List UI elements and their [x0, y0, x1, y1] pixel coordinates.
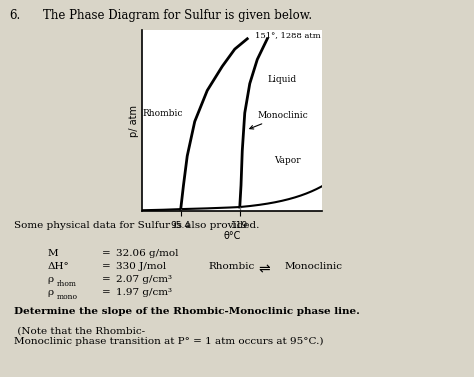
Text: Liquid: Liquid — [268, 75, 297, 84]
Text: (Note that the Rhombic-
Monoclinic phase transition at P° = 1 atm occurs at 95°C: (Note that the Rhombic- Monoclinic phase… — [14, 326, 324, 346]
Text: ⇌: ⇌ — [258, 262, 270, 276]
Text: Rhombic: Rhombic — [142, 109, 182, 118]
Text: Monoclinic: Monoclinic — [284, 262, 342, 271]
Text: =: = — [102, 249, 110, 258]
Text: 6.: 6. — [9, 9, 21, 22]
Text: 330 J/mol: 330 J/mol — [116, 262, 166, 271]
X-axis label: θ°C: θ°C — [224, 231, 241, 241]
Text: ρ: ρ — [47, 288, 54, 297]
Text: 1.97 g/cm³: 1.97 g/cm³ — [116, 288, 172, 297]
Text: The Phase Diagram for Sulfur is given below.: The Phase Diagram for Sulfur is given be… — [43, 9, 312, 22]
Y-axis label: p/ atm: p/ atm — [129, 105, 139, 136]
Text: Some physical data for Sulfur is also provided.: Some physical data for Sulfur is also pr… — [14, 221, 260, 230]
Text: M: M — [47, 249, 58, 258]
Text: 2.07 g/cm³: 2.07 g/cm³ — [116, 275, 172, 284]
Text: rhom: rhom — [57, 280, 77, 288]
Text: Determine the slope of the Rhombic-Monoclinic phase line.: Determine the slope of the Rhombic-Monoc… — [14, 307, 360, 316]
Text: =: = — [102, 288, 110, 297]
Text: =: = — [102, 275, 110, 284]
Text: 151°, 1288 atm: 151°, 1288 atm — [255, 31, 320, 39]
Text: 32.06 g/mol: 32.06 g/mol — [116, 249, 179, 258]
Text: ΔH°: ΔH° — [47, 262, 69, 271]
Text: mono: mono — [57, 293, 78, 301]
Text: Monoclinic: Monoclinic — [250, 111, 308, 129]
Text: ρ: ρ — [47, 275, 54, 284]
Text: Rhombic: Rhombic — [209, 262, 255, 271]
Text: Vapor: Vapor — [274, 156, 301, 165]
Text: =: = — [102, 262, 110, 271]
